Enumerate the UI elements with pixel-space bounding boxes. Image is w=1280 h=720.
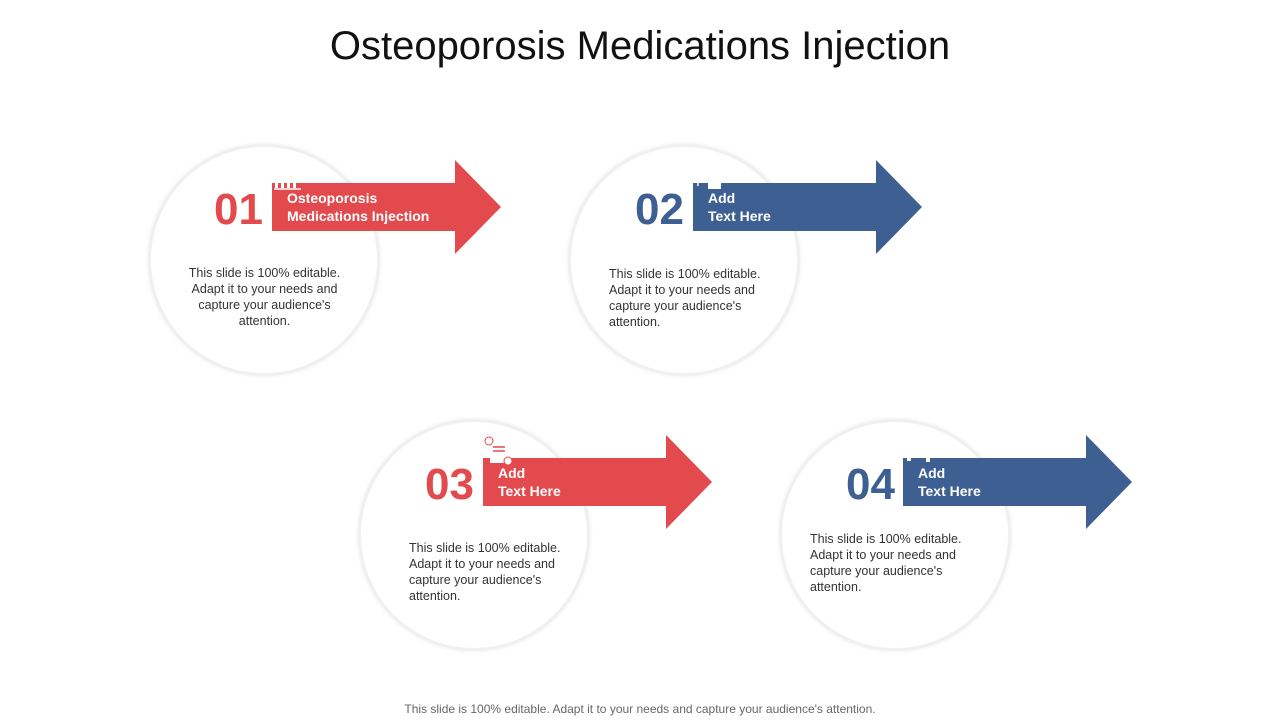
step-label-4: Add Text Here — [918, 465, 981, 499]
step-arrow-2: Add Text Here — [693, 160, 923, 254]
step-label-2: Add Text Here — [708, 190, 771, 224]
step-number-4: 04 — [846, 460, 895, 509]
step-arrow-1: Osteoporosis Medications Injection — [272, 160, 502, 254]
money-bank-transfer-icon — [697, 163, 722, 189]
step-circle-4 — [779, 419, 1011, 651]
step-desc-3: This slide is 100% editable. Adapt it to… — [409, 541, 561, 603]
step-number-3: 03 — [425, 460, 474, 509]
step-circle-2 — [568, 144, 800, 376]
step-label-1: Osteoporosis Medications Injection — [287, 190, 430, 224]
certificate-gear-icon — [484, 436, 513, 466]
step-arrow-4: Add Text Here — [903, 435, 1133, 529]
people-group-icon — [906, 436, 931, 462]
step-circle-3 — [358, 419, 590, 651]
growth-chart-icon — [274, 161, 301, 190]
step-arrow-3: Add Text Here — [483, 435, 713, 529]
step-number-1: 01 — [214, 185, 263, 234]
step-number-2: 02 — [635, 185, 684, 234]
step-desc-4: This slide is 100% editable. Adapt it to… — [810, 532, 962, 594]
step-label-3: Add Text Here — [498, 465, 561, 499]
step-desc-2: This slide is 100% editable. Adapt it to… — [609, 267, 761, 329]
page-title: Osteoporosis Medications Injection — [329, 24, 951, 68]
footer-note: This slide is 100% editable. Adapt it to… — [404, 702, 876, 716]
step-circle-1 — [148, 144, 380, 376]
step-desc-1: This slide is 100% editable. Adapt it to… — [188, 266, 341, 328]
